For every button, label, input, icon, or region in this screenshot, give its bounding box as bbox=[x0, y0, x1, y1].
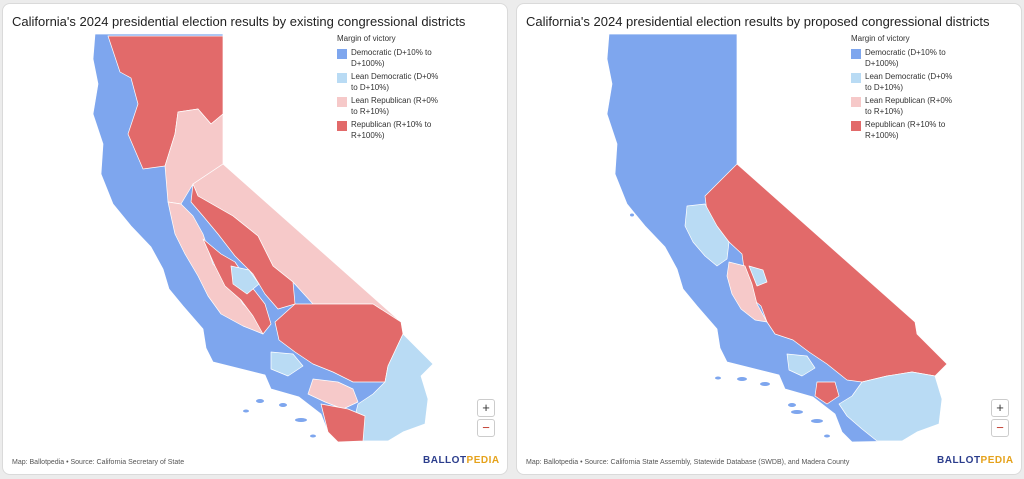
island bbox=[630, 213, 634, 217]
map-title: California's 2024 presidential election … bbox=[12, 14, 466, 29]
legend-swatch bbox=[851, 49, 861, 59]
district-inland-leanrep bbox=[307, 378, 359, 410]
map-panel-existing: California's 2024 presidential election … bbox=[2, 3, 508, 475]
legend-item-lean-republican: Lean Republican (R+0% to R+10%) bbox=[337, 95, 445, 117]
logo-part2: PEDIA bbox=[466, 455, 500, 466]
island bbox=[256, 399, 264, 403]
logo-part2: PEDIA bbox=[980, 455, 1014, 466]
attribution: Map: Ballotpedia • Source: California Se… bbox=[12, 459, 185, 466]
legend-item-lean-democratic: Lean Democratic (D+0% to D+10%) bbox=[337, 71, 445, 93]
district-inland-rep bbox=[814, 381, 840, 405]
district-la-leandem bbox=[786, 353, 816, 377]
island bbox=[824, 434, 830, 438]
zoom-in-button[interactable]: + bbox=[477, 399, 495, 417]
zoom-out-button[interactable]: − bbox=[991, 419, 1009, 437]
district-sacramento-leandem bbox=[684, 203, 730, 267]
legend-label: Lean Republican (R+0% to R+10%) bbox=[865, 96, 952, 116]
legend-swatch bbox=[851, 121, 861, 131]
district-sierra-rep bbox=[190, 183, 296, 310]
district-la-leandem bbox=[270, 351, 304, 377]
legend-swatch bbox=[337, 121, 347, 131]
california-map-proposed[interactable] bbox=[517, 4, 1022, 475]
island bbox=[279, 403, 287, 407]
legend-item-republican: Republican (R+10% to R+100%) bbox=[851, 119, 959, 141]
legend-item-lean-democratic: Lean Democratic (D+0% to D+10%) bbox=[851, 71, 959, 93]
legend: Margin of victory Democratic (D+10% to D… bbox=[337, 34, 487, 143]
legend-label: Lean Democratic (D+0% to D+10%) bbox=[865, 72, 953, 92]
island bbox=[737, 377, 747, 381]
legend-title: Margin of victory bbox=[851, 34, 910, 43]
logo-part1: BALLOT bbox=[423, 455, 467, 466]
logo-part1: BALLOT bbox=[937, 455, 981, 466]
map-panel-proposed: California's 2024 presidential election … bbox=[516, 3, 1022, 475]
legend-label: Lean Republican (R+0% to R+10%) bbox=[351, 96, 438, 116]
island bbox=[760, 382, 770, 386]
district-modesto-leandem bbox=[748, 265, 768, 287]
legend-swatch bbox=[851, 73, 861, 83]
legend-label: Democratic (D+10% to D+100%) bbox=[865, 48, 946, 68]
island bbox=[791, 410, 803, 414]
legend-item-lean-republican: Lean Republican (R+0% to R+10%) bbox=[851, 95, 959, 117]
district-desert-leandem bbox=[352, 333, 434, 442]
district-sandiego-rep bbox=[320, 403, 366, 443]
map-title: California's 2024 presidential election … bbox=[526, 14, 990, 29]
zoom-in-button[interactable]: + bbox=[991, 399, 1009, 417]
legend-label: Democratic (D+10% to D+100%) bbox=[351, 48, 432, 68]
legend-swatch bbox=[337, 73, 347, 83]
ballotpedia-logo[interactable]: BALLOTPEDIA bbox=[423, 455, 500, 466]
legend: Margin of victory Democratic (D+10% to D… bbox=[851, 34, 1001, 143]
legend-label: Lean Democratic (D+0% to D+10%) bbox=[351, 72, 439, 92]
island bbox=[295, 418, 307, 422]
district-modesto-leandem bbox=[230, 265, 260, 295]
zoom-out-button[interactable]: − bbox=[477, 419, 495, 437]
legend-item-democratic: Democratic (D+10% to D+100%) bbox=[337, 47, 445, 69]
california-map-existing[interactable] bbox=[3, 4, 508, 475]
legend-item-republican: Republican (R+10% to R+100%) bbox=[337, 119, 445, 141]
legend-swatch bbox=[851, 97, 861, 107]
ballotpedia-logo[interactable]: BALLOTPEDIA bbox=[937, 455, 1014, 466]
island bbox=[243, 409, 249, 413]
attribution: Map: Ballotpedia • Source: California St… bbox=[526, 459, 850, 466]
legend-title: Margin of victory bbox=[337, 34, 396, 43]
legend-item-democratic: Democratic (D+10% to D+100%) bbox=[851, 47, 959, 69]
island bbox=[811, 419, 823, 423]
island bbox=[715, 376, 721, 380]
island bbox=[310, 434, 316, 438]
legend-label: Republican (R+10% to R+100%) bbox=[351, 120, 432, 140]
legend-label: Republican (R+10% to R+100%) bbox=[865, 120, 946, 140]
island bbox=[788, 403, 796, 407]
legend-swatch bbox=[337, 97, 347, 107]
district-valley-leanrep bbox=[726, 261, 768, 323]
legend-swatch bbox=[337, 49, 347, 59]
district-south-leandem bbox=[838, 371, 943, 442]
